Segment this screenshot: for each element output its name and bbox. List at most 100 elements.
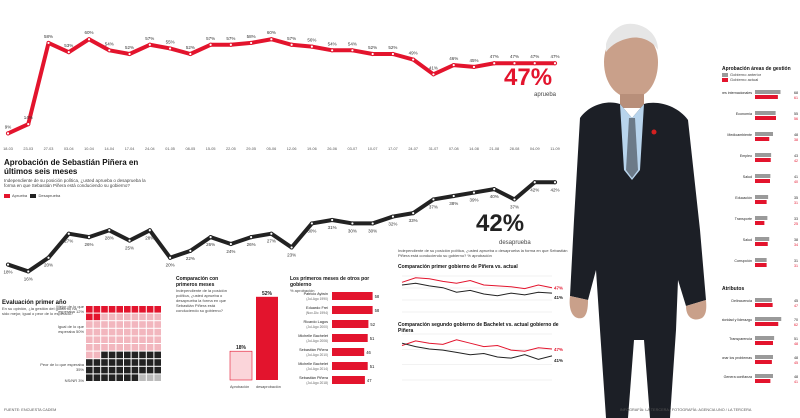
waffle-cell xyxy=(86,374,93,381)
waffle-cell xyxy=(101,351,108,359)
disapprove-data-label: 20% xyxy=(44,263,53,268)
approve-point xyxy=(512,61,517,66)
area-value-previous: 38 xyxy=(794,238,798,242)
waffle-cell xyxy=(101,328,108,336)
disapprove-data-label: 30% xyxy=(348,228,357,233)
waffle-cell xyxy=(131,306,139,313)
area-bar-previous xyxy=(755,317,782,321)
main-chart-legend: Aprueba Desaprueba xyxy=(4,193,60,198)
area-bar-previous xyxy=(755,336,775,340)
disapprove-point xyxy=(471,190,477,195)
waffle-row-label: Igual de lo que esperaba 50% xyxy=(57,324,84,334)
waffle-cell xyxy=(101,359,108,366)
waffle-cell xyxy=(139,344,146,351)
others-row-name: Sebastián Piñera xyxy=(299,348,329,352)
others-bar-value: 58 xyxy=(375,308,380,313)
approve-data-label: 52% xyxy=(388,45,397,50)
waffle-cell xyxy=(108,321,116,328)
compare-bar-value: 52% xyxy=(262,291,273,297)
disapprove-point xyxy=(532,180,537,185)
x-tick-label: 31-07 xyxy=(429,147,439,151)
others-row-period: (Jul-Ago 2014) xyxy=(306,367,328,371)
waffle-cell xyxy=(154,351,161,359)
disapprove-point xyxy=(512,197,517,202)
waffle-cell xyxy=(139,351,146,359)
compare-text: Independiente de la posición política, ¿… xyxy=(176,288,227,313)
compare-title: Comparación con primeros meses xyxy=(176,276,219,288)
approve-data-label: 41% xyxy=(429,65,438,70)
waffle-cell xyxy=(139,366,146,374)
approve-point xyxy=(26,122,31,127)
area-value-current: 61 xyxy=(794,96,798,100)
disapprove-data-label: 27% xyxy=(267,239,276,244)
others-bar-chart: Patricio Aylwin(Jul-Ago 1990) 58 Eduardo F… xyxy=(298,292,380,385)
waffle-cell xyxy=(101,306,108,313)
waffle-cell xyxy=(131,313,139,321)
area-row-label: Medioambiente xyxy=(727,133,752,137)
others-bar-value: 51 xyxy=(370,336,375,341)
approve-point xyxy=(309,44,314,49)
x-tick-label: 05-06 xyxy=(267,147,277,151)
area-value-previous: 45 xyxy=(794,299,798,303)
area-bar-previous xyxy=(755,111,776,115)
area-row-label: Cuenta con autoridad y liderazgo xyxy=(722,318,752,322)
areas-legend-b-swatch xyxy=(722,77,728,82)
compare-label-a: Aprobación xyxy=(230,385,249,389)
area-bar-previous xyxy=(755,237,770,241)
approve-data-label: 47% xyxy=(550,54,559,59)
main-line-chart: 18-03 23-03 27-03 03-04 10-04 14-04 17-04 24-04… xyxy=(3,30,560,281)
areas-legend-a-swatch xyxy=(722,72,728,77)
legend-approve-label: Aprueba xyxy=(12,193,28,198)
x-tick-label: 15-05 xyxy=(206,147,216,151)
disapprove-point xyxy=(228,241,233,247)
waffle-cell xyxy=(154,328,161,336)
waffle-row-label: NS/NR 3% xyxy=(64,378,84,383)
waffle-cell xyxy=(139,306,146,313)
waffle-cell xyxy=(108,359,116,366)
waffle-cell xyxy=(86,344,93,351)
waffle-cell xyxy=(116,313,123,321)
approve-unit: aprueba xyxy=(534,92,557,98)
area-bar-previous xyxy=(755,216,768,220)
waffle-row-label: Peor de lo que esperaba 35% xyxy=(40,362,84,372)
waffle-cell xyxy=(146,344,154,351)
waffle-cell xyxy=(124,344,131,351)
disapprove-point xyxy=(411,211,416,216)
x-tick-label: 17-04 xyxy=(125,147,135,151)
head-shape xyxy=(604,30,658,98)
compare-label-b: desaprobación xyxy=(256,385,281,389)
waffle-cell xyxy=(101,321,108,328)
area-row-label: Empleo xyxy=(740,154,752,158)
others-bar xyxy=(332,292,373,300)
waffle-cell xyxy=(86,306,93,313)
approve-point xyxy=(66,50,71,55)
president-photo xyxy=(569,23,707,418)
waffle-cell xyxy=(139,359,146,366)
disapprove-point xyxy=(431,197,436,202)
others-row-name: Michelle Bachelet xyxy=(298,334,329,338)
waffle-cell xyxy=(101,336,108,343)
legend-disapprove-label: Desaprueba xyxy=(38,193,61,198)
waffle-cell xyxy=(116,344,123,351)
disapprove-point xyxy=(370,221,375,226)
disapprove-percent: 42% xyxy=(476,210,525,237)
waffle-section: Evaluación primer año En su opinión, ¿la… xyxy=(2,300,84,316)
disapprove-point xyxy=(451,193,456,199)
waffle-cell xyxy=(93,374,101,381)
waffle-cell xyxy=(108,336,116,343)
waffle-cell xyxy=(131,344,139,351)
disapprove-point xyxy=(107,228,112,233)
waffle-cell xyxy=(116,359,123,366)
waffle-cell xyxy=(116,321,123,328)
approve-point xyxy=(431,72,436,77)
waffle-cell xyxy=(146,328,154,336)
waffle-cell xyxy=(146,321,154,328)
approve-data-label: 58% xyxy=(247,34,256,39)
waffle-cell xyxy=(146,306,154,313)
x-tick-label: 24-07 xyxy=(408,147,418,151)
photo-figure xyxy=(569,23,707,418)
legend-approve-swatch xyxy=(4,193,10,198)
disapprove-data-label: 28% xyxy=(105,235,114,240)
